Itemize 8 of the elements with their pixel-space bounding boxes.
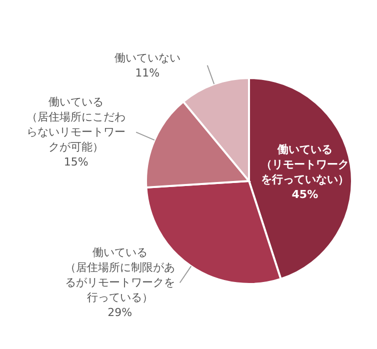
data-label: 11%	[135, 66, 160, 80]
data-label: 29%	[108, 306, 132, 320]
slice-label: 働いていない	[114, 51, 180, 64]
slice-label: 働いている（リモートワークを行っていない）	[260, 143, 349, 186]
data-label: 45%	[292, 188, 318, 202]
slice-label: 働いている（居住場所にこだわらないリモートワークが可能）	[26, 96, 126, 154]
slice-label: 働いている（居住場所に制限があるがリモートワークを行っている）	[64, 246, 175, 304]
data-label: 15%	[64, 156, 88, 169]
